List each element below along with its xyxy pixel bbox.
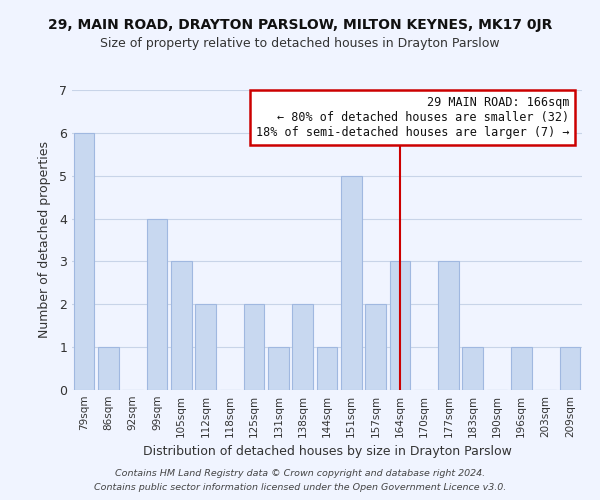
Text: Contains HM Land Registry data © Crown copyright and database right 2024.: Contains HM Land Registry data © Crown c… bbox=[115, 468, 485, 477]
Bar bbox=[365, 304, 386, 390]
Bar bbox=[317, 347, 337, 390]
Text: Contains public sector information licensed under the Open Government Licence v3: Contains public sector information licen… bbox=[94, 484, 506, 492]
Bar bbox=[146, 218, 167, 390]
Text: Size of property relative to detached houses in Drayton Parslow: Size of property relative to detached ho… bbox=[100, 38, 500, 51]
Bar bbox=[511, 347, 532, 390]
Bar bbox=[292, 304, 313, 390]
Bar bbox=[98, 347, 119, 390]
Bar bbox=[195, 304, 216, 390]
Bar bbox=[463, 347, 483, 390]
Text: 29, MAIN ROAD, DRAYTON PARSLOW, MILTON KEYNES, MK17 0JR: 29, MAIN ROAD, DRAYTON PARSLOW, MILTON K… bbox=[48, 18, 552, 32]
Y-axis label: Number of detached properties: Number of detached properties bbox=[38, 142, 51, 338]
Bar bbox=[171, 262, 191, 390]
Bar bbox=[560, 347, 580, 390]
Text: 29 MAIN ROAD: 166sqm
← 80% of detached houses are smaller (32)
18% of semi-detac: 29 MAIN ROAD: 166sqm ← 80% of detached h… bbox=[256, 96, 569, 139]
Bar bbox=[438, 262, 459, 390]
X-axis label: Distribution of detached houses by size in Drayton Parslow: Distribution of detached houses by size … bbox=[143, 446, 511, 458]
Bar bbox=[389, 262, 410, 390]
Bar bbox=[268, 347, 289, 390]
Bar bbox=[341, 176, 362, 390]
Bar bbox=[74, 133, 94, 390]
Bar bbox=[244, 304, 265, 390]
